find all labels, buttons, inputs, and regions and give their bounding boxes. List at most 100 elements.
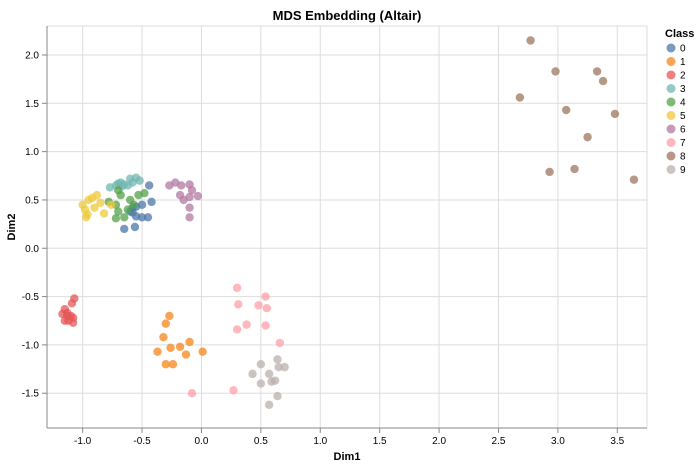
scatter-point-class-9 bbox=[273, 355, 282, 364]
y-axis-title: Dim2 bbox=[6, 214, 18, 241]
y-tick-label: -1.5 bbox=[22, 389, 40, 400]
x-tick-label: 0.5 bbox=[254, 436, 268, 447]
scatter-point-class-4 bbox=[129, 200, 138, 209]
scatter-point-class-7 bbox=[254, 301, 263, 310]
scatter-point-class-0 bbox=[137, 200, 147, 209]
scatter-point-class-6 bbox=[185, 213, 194, 222]
x-tick-label: 1.0 bbox=[313, 436, 327, 447]
scatter-point-class-5 bbox=[90, 203, 99, 212]
legend-swatch-class-9 bbox=[666, 165, 676, 174]
scatter-point-class-5 bbox=[99, 209, 109, 218]
scatter-point-class-9 bbox=[248, 369, 257, 379]
x-tick-label: 0.0 bbox=[195, 436, 209, 447]
scatter-point-class-2 bbox=[62, 308, 72, 318]
legend-label-class-3: 3 bbox=[680, 84, 686, 95]
scatter-point-class-9 bbox=[280, 362, 289, 372]
scatter-point-class-8 bbox=[515, 93, 525, 102]
legend-label-class-1: 1 bbox=[680, 57, 686, 68]
scatter-point-class-5 bbox=[106, 200, 116, 209]
scatter-point-class-3 bbox=[114, 179, 123, 188]
scatter-point-class-4 bbox=[140, 188, 149, 198]
scatter-point-class-3 bbox=[128, 178, 137, 187]
scatter-point-class-0 bbox=[143, 213, 153, 222]
scatter-point-class-7 bbox=[275, 338, 285, 348]
scatter-point-class-7 bbox=[261, 292, 270, 301]
scatter-point-class-8 bbox=[629, 175, 639, 184]
legend-swatch-class-6 bbox=[666, 124, 676, 134]
grid-lines bbox=[47, 25, 648, 428]
scatter-point-class-0 bbox=[137, 213, 147, 222]
scatter-point-class-9 bbox=[264, 400, 274, 410]
x-tick-label: 3.0 bbox=[551, 436, 565, 447]
scatter-point-class-1 bbox=[175, 342, 185, 352]
y-tick-label: 1.0 bbox=[25, 147, 39, 158]
scatter-point-class-7 bbox=[262, 303, 272, 313]
chart-title: MDS Embedding (Altair) bbox=[273, 8, 422, 23]
y-tick-label: 1.5 bbox=[25, 99, 39, 110]
y-tick-label: 0.5 bbox=[25, 195, 39, 206]
scatter-point-class-9 bbox=[274, 362, 283, 372]
scatter-point-class-1 bbox=[165, 311, 174, 321]
legend-label-class-0: 0 bbox=[680, 44, 686, 55]
y-tick-label: -1.0 bbox=[22, 340, 40, 351]
scatter-point-class-9 bbox=[273, 391, 282, 401]
scatter-point-class-4 bbox=[114, 207, 123, 216]
scatter-point-class-4 bbox=[123, 205, 132, 214]
scatter-point-class-4 bbox=[120, 213, 129, 222]
scatter-point-class-6 bbox=[185, 192, 194, 202]
scatter-point-class-8 bbox=[551, 67, 560, 76]
scatter-point-class-9 bbox=[256, 379, 266, 388]
legend-title: Class bbox=[665, 28, 694, 40]
scatter-point-class-6 bbox=[187, 186, 197, 195]
legend-swatch-class-2 bbox=[666, 70, 676, 80]
x-tick-label: 1.5 bbox=[373, 436, 387, 447]
scatter-point-class-3 bbox=[135, 176, 144, 185]
x-tick-label: -0.5 bbox=[133, 436, 151, 447]
legend-label-class-8: 8 bbox=[680, 152, 686, 163]
scatter-point-class-6 bbox=[193, 191, 203, 201]
scatter-point-class-1 bbox=[168, 360, 178, 369]
scatter-point-class-9 bbox=[264, 369, 274, 379]
scatter-point-class-1 bbox=[198, 347, 207, 356]
scatter-point-class-0 bbox=[144, 181, 154, 190]
scatter-point-class-6 bbox=[185, 203, 194, 212]
scatter-point-class-4 bbox=[114, 186, 123, 195]
scatter-point-class-2 bbox=[68, 318, 78, 327]
scatter-point-class-7 bbox=[232, 325, 242, 334]
scatter-point-class-1 bbox=[166, 343, 175, 352]
legend-swatch-class-4 bbox=[666, 97, 676, 107]
scatter-point-class-1 bbox=[161, 319, 171, 328]
scatter-point-class-7 bbox=[229, 386, 238, 395]
scatter-point-class-1 bbox=[181, 350, 191, 359]
x-tick-label: 3.5 bbox=[610, 436, 624, 447]
scatter-point-class-5 bbox=[82, 213, 91, 222]
legend-swatch-class-7 bbox=[666, 138, 676, 147]
scatter-point-class-7 bbox=[242, 320, 251, 329]
scatter-point-class-1 bbox=[161, 360, 171, 369]
axes: -1.0 -0.5 0.0 0.5 1.0 1.5 2.0 2.5 3.0 3.5 -1.5 -1.0… bbox=[22, 26, 647, 447]
x-tick-label: 2.0 bbox=[432, 436, 446, 447]
scatter-points bbox=[58, 36, 639, 410]
scatter-point-class-0 bbox=[120, 224, 129, 234]
scatter-point-class-0 bbox=[147, 197, 156, 207]
legend-label-class-4: 4 bbox=[680, 98, 686, 109]
legend-swatch-class-5 bbox=[666, 111, 676, 120]
legend-swatch-class-8 bbox=[666, 151, 676, 161]
scatter-point-class-8 bbox=[592, 67, 602, 76]
scatter-point-class-8 bbox=[583, 132, 592, 142]
scatter-point-class-8 bbox=[562, 105, 571, 115]
scatter-point-class-1 bbox=[159, 332, 168, 342]
scatter-point-class-6 bbox=[177, 181, 186, 190]
legend-label-class-9: 9 bbox=[680, 165, 686, 176]
x-tick-label: 2.5 bbox=[492, 436, 506, 447]
legend: Class 0 1 2 3 4 5 6 7 8 9 bbox=[665, 28, 694, 176]
legend-swatch-class-1 bbox=[666, 57, 676, 66]
legend-label-class-6: 6 bbox=[680, 125, 686, 136]
scatter-point-class-7 bbox=[261, 321, 270, 330]
scatter-point-class-9 bbox=[270, 376, 280, 385]
scatter-point-class-1 bbox=[185, 337, 194, 347]
scatter-point-class-5 bbox=[96, 198, 105, 208]
scatter-point-class-8 bbox=[598, 76, 608, 86]
scatter-point-class-2 bbox=[67, 299, 77, 308]
